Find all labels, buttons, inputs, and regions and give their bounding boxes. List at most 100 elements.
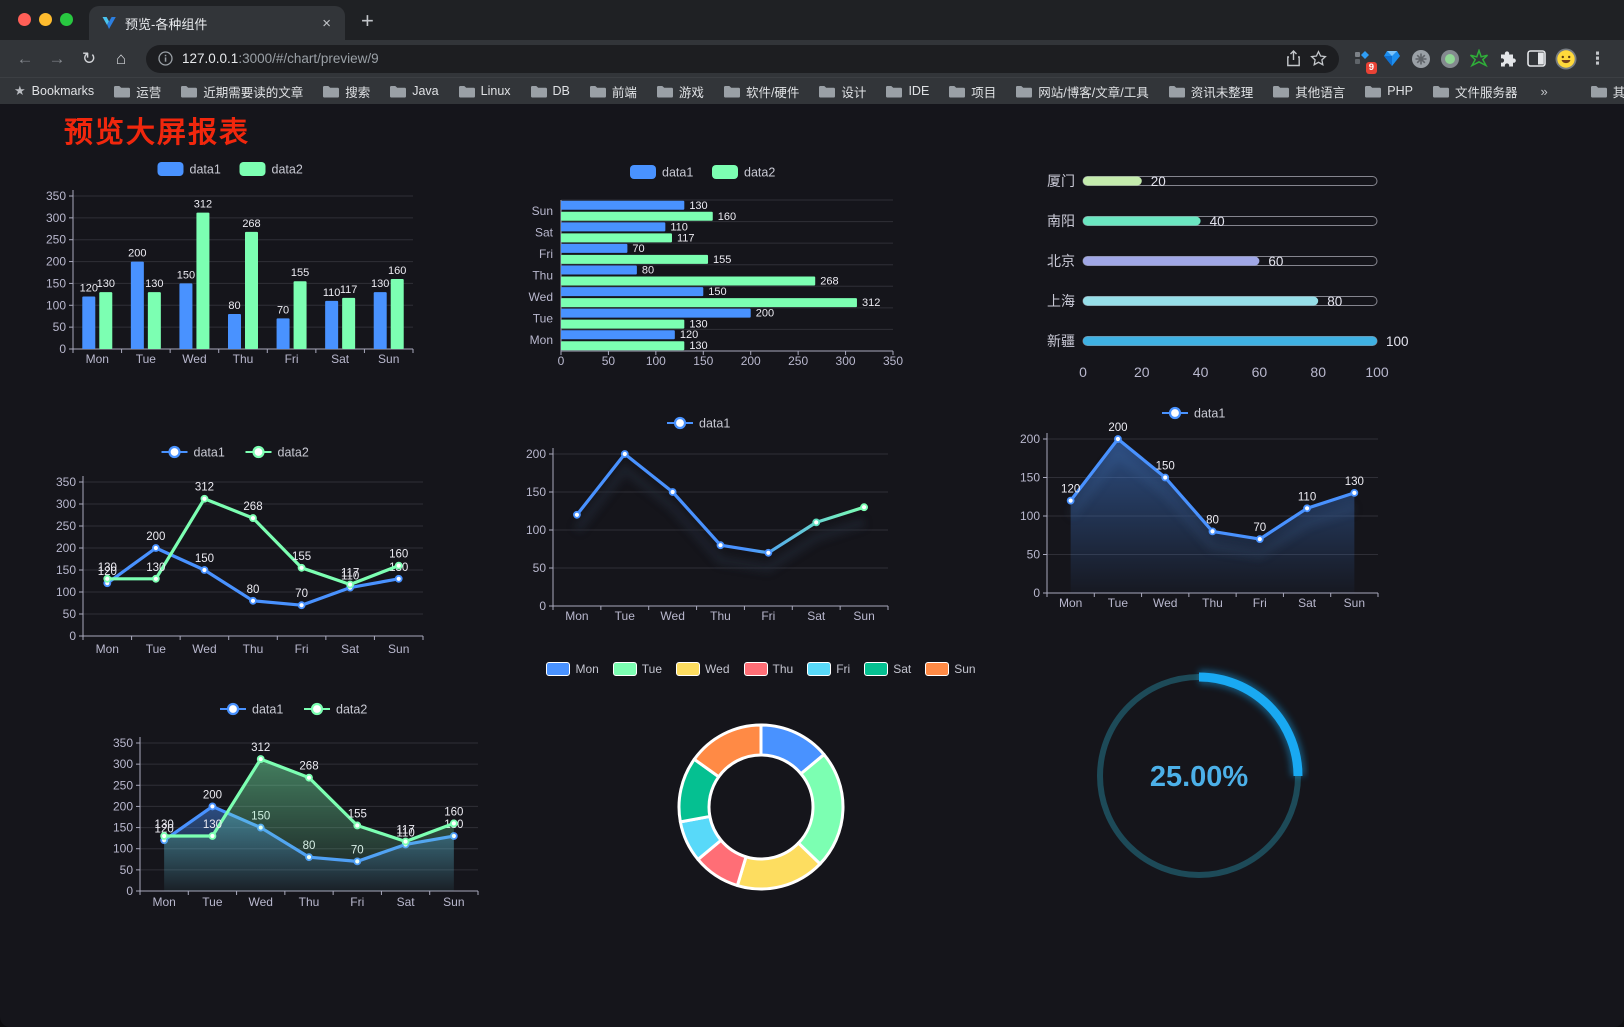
bookmark-star-icon[interactable] (1310, 50, 1327, 67)
dual-line-chart[interactable]: data1 data2 0 50 100 150 200 250 300 350 Mon Tue Wed… (45, 426, 430, 668)
progress-bar-chart[interactable]: 厦门 20 南阳 40 北京 60 上海 80 新疆 100 0 20 40 60 80 100 (1040, 161, 1410, 391)
bookmark-folder[interactable]: 网站/博客/文章/工具 (1015, 82, 1149, 101)
side-panel-icon[interactable] (1523, 44, 1550, 74)
legend-item[interactable] (310, 702, 324, 716)
window-close-button[interactable] (18, 13, 31, 26)
bookmark-folder[interactable]: 资讯未整理 (1168, 82, 1253, 101)
legend-item[interactable] (1168, 406, 1182, 420)
bookmark-folder[interactable]: PHP (1364, 84, 1413, 98)
donut-legend[interactable]: Mon Tue Wed Thu Fri Sat Sun (546, 662, 976, 676)
legend-item[interactable]: Tue (612, 662, 663, 676)
bookmark-folder[interactable]: DB (530, 84, 570, 98)
svg-text:data2: data2 (272, 163, 303, 177)
browser-tab[interactable]: 预览-各种组件 × (89, 6, 345, 40)
svg-text:300: 300 (56, 497, 76, 511)
legend-item[interactable] (157, 162, 184, 176)
tab-close-icon[interactable]: × (322, 14, 331, 32)
bookmark-folder[interactable]: Java (389, 84, 439, 98)
dual-area-chart[interactable]: data1 data2 0 50 100 150 200 250 300 350 Mon Tue Wed… (100, 679, 492, 921)
svg-text:150: 150 (1156, 461, 1175, 473)
tab-title: 预览-各种组件 (125, 16, 208, 32)
horizontal-bar-chart[interactable]: data1 data2 0 50 100 150 200 250 300 350 Sun Sat Fri… (505, 153, 905, 371)
bookmark-folder[interactable]: 文件服务器 (1432, 82, 1517, 101)
grouped-bar-chart[interactable]: data1 data2 0 50 100 150 200 250 300 350 Mon Tue Wed… (40, 149, 425, 381)
area-line-chart[interactable]: data1 0 50 100 150 200 Mon Tue Wed Thu Fri Sat Sun 12… (1000, 391, 1392, 623)
bookmark-folder[interactable]: 近期需要读的文章 (180, 82, 303, 101)
legend-item[interactable]: Fri (807, 662, 850, 676)
svg-text:117: 117 (677, 232, 695, 244)
svg-text:200: 200 (1020, 432, 1040, 446)
legend-item[interactable]: Wed (676, 662, 730, 676)
window-zoom-button[interactable] (60, 13, 73, 26)
bookmark-folder[interactable]: 软件/硬件 (723, 82, 799, 101)
legend-item[interactable]: Mon (546, 662, 599, 676)
legend-item[interactable]: Sat (864, 662, 911, 676)
legend-item[interactable] (712, 165, 738, 179)
legend-label: Tue (641, 662, 663, 676)
profile-avatar[interactable] (1552, 44, 1579, 74)
extension-icon-gem[interactable] (1378, 44, 1405, 74)
svg-text:300: 300 (113, 757, 133, 771)
svg-text:350: 350 (56, 475, 76, 489)
legend-label: Fri (836, 662, 851, 676)
home-icon[interactable]: ⌂ (115, 48, 127, 68)
extension-icon-green-star[interactable] (1465, 44, 1492, 74)
forward-icon[interactable]: → (48, 48, 66, 68)
new-tab-button[interactable]: + (361, 8, 374, 33)
legend-item[interactable] (239, 162, 266, 176)
svg-text:25.00%: 25.00% (1150, 761, 1249, 793)
bookmark-folder[interactable]: 项目 (948, 82, 996, 101)
other-bookmarks-item[interactable]: 其他书签 (1590, 82, 1624, 101)
bookmark-folder[interactable]: 运营 (113, 82, 161, 101)
legend-item[interactable]: Thu (743, 662, 793, 676)
bookmark-folder[interactable]: Linux (458, 84, 511, 98)
gauge-chart[interactable]: 25.00% (1089, 663, 1309, 889)
bookmarks-label: Bookmarks (31, 84, 95, 98)
legend-item[interactable] (226, 702, 240, 716)
info-icon[interactable] (158, 51, 173, 66)
bookmark-folder[interactable]: IDE (885, 84, 929, 98)
bookmark-folder[interactable]: 设计 (818, 82, 866, 101)
reload-icon[interactable]: ↻ (81, 48, 97, 68)
svg-text:100: 100 (526, 523, 546, 537)
svg-text:厦门: 厦门 (1047, 173, 1075, 189)
legend-item[interactable] (630, 165, 656, 179)
legend-item[interactable] (673, 416, 687, 430)
svg-text:150: 150 (113, 821, 133, 835)
legend-item[interactable]: Sun (925, 662, 976, 676)
url-text[interactable]: 127.0.0.1:3000/#/chart/preview/9 (182, 50, 379, 68)
back-icon[interactable]: ← (16, 48, 34, 68)
donut-chart[interactable] (661, 704, 861, 910)
svg-text:80: 80 (1206, 514, 1219, 526)
address-bar[interactable]: 127.0.0.1:3000/#/chart/preview/9 (146, 44, 1339, 73)
folder-icon (885, 85, 903, 98)
extension-icon-asterisk-circle[interactable] (1407, 44, 1434, 74)
menu-icon[interactable]: ⋮ (1589, 48, 1606, 68)
bookmark-folder[interactable]: 搜索 (322, 82, 370, 101)
svg-text:data1: data1 (1194, 407, 1225, 421)
bookmarks-overflow-chevron[interactable]: » (1540, 83, 1548, 99)
svg-text:70: 70 (277, 304, 289, 316)
extension-icon-green-dot[interactable] (1436, 44, 1463, 74)
legend-item[interactable] (168, 445, 181, 459)
legend-swatch (925, 662, 950, 676)
bookmarks-manager-item[interactable]: ★ Bookmarks (14, 83, 94, 99)
window-minimize-button[interactable] (39, 13, 52, 26)
svg-text:120: 120 (680, 329, 698, 341)
svg-text:data1: data1 (699, 417, 730, 431)
svg-text:data1: data1 (662, 166, 693, 180)
legend-label: Wed (705, 662, 730, 676)
bookmark-folder[interactable]: 其他语言 (1272, 82, 1345, 101)
svg-text:Tue: Tue (533, 312, 554, 326)
svg-text:80: 80 (228, 300, 240, 312)
bookmark-folder-list: 运营 近期需要读的文章 搜索 Java Linux DB 前端 游戏 软件/硬件 设计 IDE 项目 网… (113, 82, 1517, 101)
svg-text:150: 150 (177, 269, 195, 281)
bookmark-folder[interactable]: 前端 (589, 82, 637, 101)
extension-icon-badge[interactable]: 9 (1349, 44, 1377, 74)
extensions-puzzle-icon[interactable] (1494, 44, 1521, 74)
share-icon[interactable] (1286, 50, 1301, 67)
bookmark-folder[interactable]: 游戏 (656, 82, 704, 101)
svg-text:Wed: Wed (248, 895, 272, 909)
gradient-line-chart[interactable]: data1 0 50 100 150 200 Mon Tue Wed Thu Fri Sat Sun (505, 401, 897, 633)
legend-item[interactable] (252, 445, 265, 459)
